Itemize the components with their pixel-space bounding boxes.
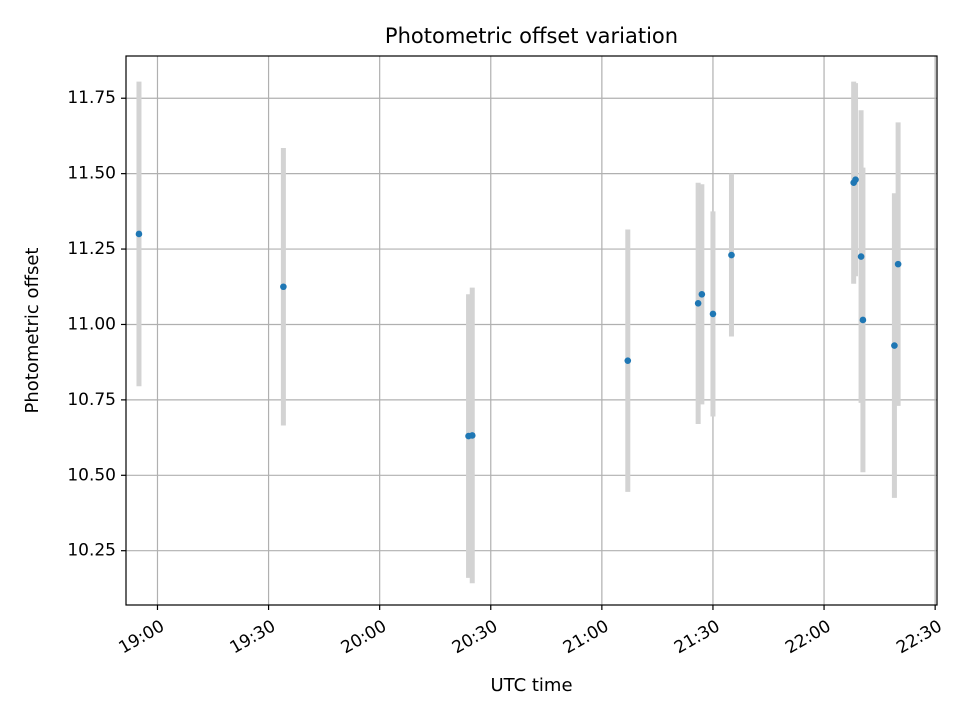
data-point [857, 253, 865, 260]
y-tick-label: 11.25 [67, 239, 116, 259]
x-axis-title: UTC time [490, 675, 572, 696]
data-point [624, 357, 632, 364]
data-point [859, 316, 867, 324]
data-point [728, 251, 735, 259]
chart-title: Photometric offset variation [385, 24, 678, 48]
plot-frame [125, 55, 938, 606]
y-tick-label: 10.75 [67, 390, 116, 410]
data-point [894, 260, 902, 268]
data-point [891, 342, 898, 349]
y-tick-label: 11.75 [67, 88, 116, 108]
data-point [709, 310, 717, 318]
y-tick-label: 10.50 [67, 465, 116, 485]
y-tick-label: 11.50 [67, 164, 116, 184]
data-points [135, 176, 902, 440]
data-point [135, 230, 143, 238]
data-point [698, 291, 706, 298]
y-axis: 10.25 10.50 10.75 11.00 11.25 11.50 11.75 [67, 88, 126, 561]
data-point [852, 176, 859, 183]
y-tick-label: 10.25 [67, 541, 116, 561]
data-point [468, 432, 476, 439]
data-point [280, 283, 287, 291]
y-axis-title: Photometric offset [22, 248, 43, 414]
y-tick-label: 11.00 [67, 314, 116, 334]
data-point [694, 300, 702, 307]
